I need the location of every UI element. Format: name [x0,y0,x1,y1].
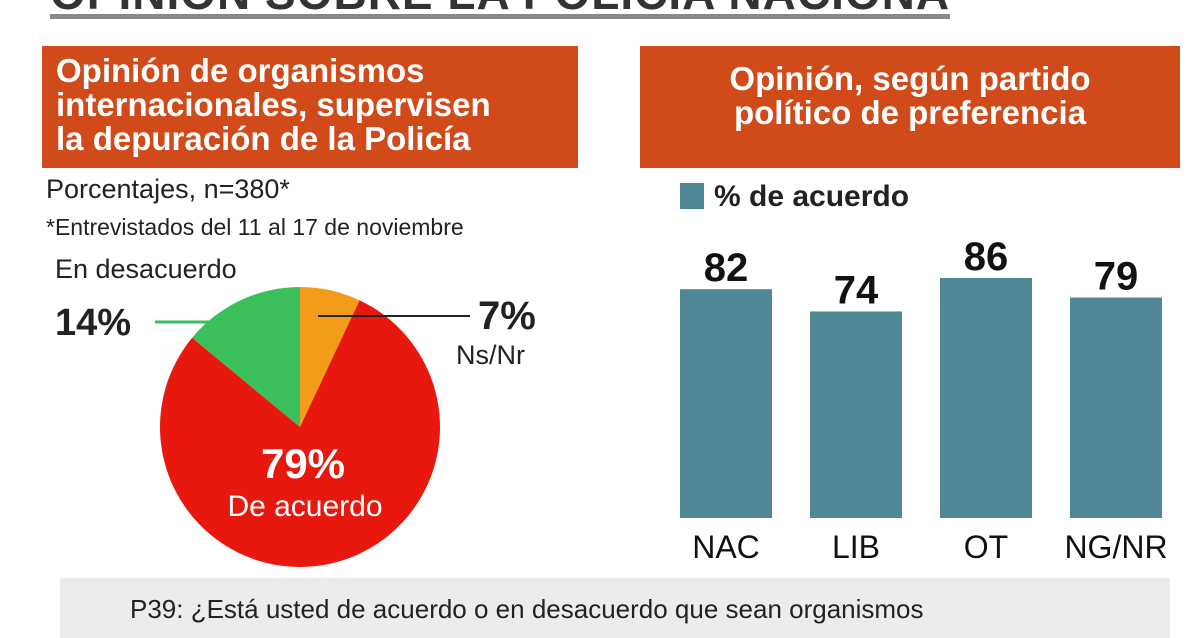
slice-label-en-desacuerdo: En desacuerdo [55,254,237,284]
sample-note: Porcentajes, n=380* [46,174,290,204]
bar-ng-nr [1070,297,1162,518]
slice-label-de-acuerdo: De acuerdo [227,490,383,523]
pie-chart [155,287,470,567]
bar-value-label: 74 [834,268,879,312]
slice-label-nsnr: Ns/Nr [456,340,525,370]
legend-swatch [680,183,704,209]
bar-legend: % de acuerdo [680,180,909,214]
date-note: *Entrevistados del 11 al 17 de noviembre [46,214,464,240]
bar-header-line-2: político de preferencia [733,94,1087,131]
category-label: NAC [692,529,760,565]
pie-header-line-2: internacionales, supervisen [56,86,491,123]
bar-ot [940,278,1032,518]
pie-panel-header: Opinión de organismos internacionales, s… [42,46,578,168]
bar-value-label: 82 [704,246,749,290]
bar-chart: 82 NAC 74 LIB 86 OT 79 NG/NR [680,235,1168,565]
question-text: P39: ¿Está usted de acuerdo o en desacue… [130,594,924,624]
slice-value-nsnr: 7% [478,294,536,338]
category-label: OT [964,529,1008,565]
category-label: LIB [832,529,880,565]
slice-value-de-acuerdo: 79% [260,440,346,487]
bar-lib [810,311,902,518]
top-title: OPINIÓN SOBRE LA POLICÍA NACIONAL [50,0,950,19]
question-footer: P39: ¿Está usted de acuerdo o en desacue… [60,578,1170,638]
pie-slice-de-acuerdo [160,300,441,567]
pie-header-line-3: la depuración de la Policía [56,120,471,157]
bar-value-label: 79 [1094,255,1139,299]
pie-slice-ns-nr [300,287,360,427]
bar-value-label: 86 [964,235,1009,279]
bar-header-line-1: Opinión, según partido [729,60,1091,97]
category-label: NG/NR [1064,529,1167,565]
bar-nac [680,289,772,518]
pie-header-line-1: Opinión de organismos [56,52,425,89]
bar-panel-header: Opinión, según partido político de prefe… [640,46,1180,168]
slice-value-en-desacuerdo: 14% [55,302,132,344]
legend-label: % de acuerdo [714,180,910,213]
